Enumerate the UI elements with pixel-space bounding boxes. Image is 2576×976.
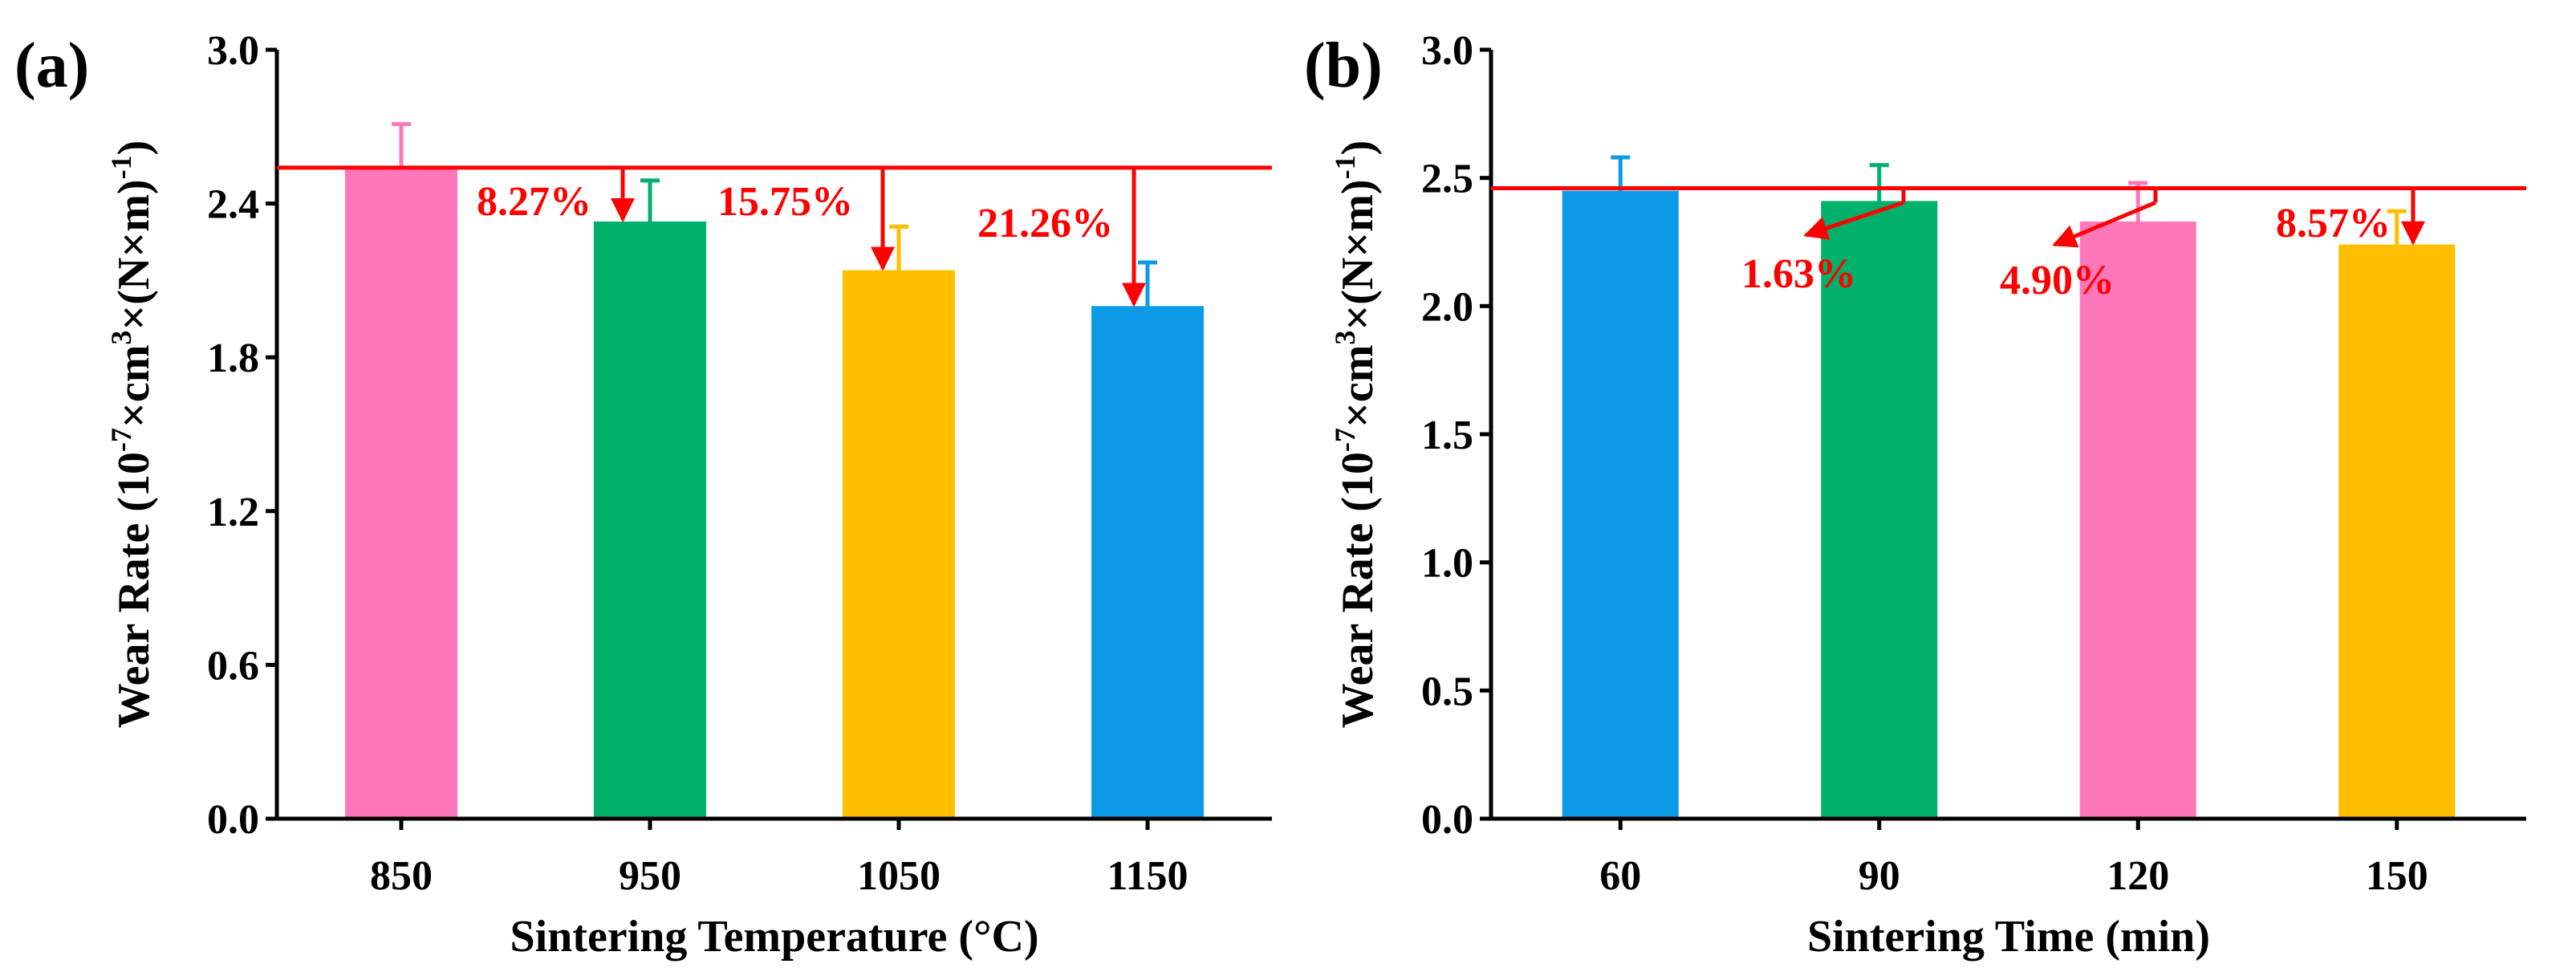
y-axis-title-superscript: -1 (105, 155, 137, 179)
y-axis-title-superscript: -7 (105, 428, 137, 452)
y-axis-title-superscript: 3 (1329, 331, 1361, 345)
y-axis-title-superscript: -7 (1329, 428, 1361, 452)
bar (1821, 201, 1938, 819)
bar (594, 221, 706, 819)
x-axis-title: Sintering Temperature (°C) (510, 912, 1038, 962)
reduction-percent-label: 15.75% (717, 179, 853, 225)
reduction-percent-label: 4.90% (2000, 258, 2115, 303)
x-tick-label: 1050 (857, 853, 941, 899)
x-tick-label: 90 (1859, 853, 1900, 899)
y-tick-label: 0.0 (207, 797, 259, 843)
y-tick-label: 2.5 (1421, 157, 1473, 202)
x-tick-label: 60 (1599, 853, 1641, 899)
bar (2338, 244, 2456, 819)
x-tick-label: 1150 (1107, 853, 1188, 899)
y-axis-title-part: ×(N×m) (109, 179, 159, 330)
reduction-percent-label: 21.26% (977, 201, 1113, 246)
x-tick-label: 150 (2366, 853, 2428, 899)
chart-panel-b: (b) 0.0 0.5 1.0 1.5 2.0 2.5 3.0 60 90 120 150 Sinter… (1304, 28, 2526, 962)
bar (345, 167, 457, 819)
bar (1091, 306, 1204, 819)
y-tick-label: 3.0 (1421, 28, 1473, 74)
y-axis-title-part: ) (109, 140, 159, 156)
y-tick-label: 3.0 (207, 28, 259, 74)
reduction-arrow (1803, 201, 1904, 240)
y-axis-title-part: ×cm (1333, 345, 1383, 428)
y-tick-label: 1.8 (207, 336, 259, 381)
y-axis-title: Wear Rate (10-7×cm3×(N×m)-1) (1329, 140, 1383, 729)
x-axis-title: Sintering Time (min) (1807, 912, 2210, 962)
reduction-percent-label: 1.63% (1741, 251, 1856, 297)
y-axis-title: Wear Rate (10-7×cm3×(N×m)-1) (105, 140, 159, 729)
y-tick-label: 0.6 (207, 643, 259, 689)
y-axis-title-superscript: 3 (105, 331, 137, 345)
panel-label: (a) (14, 31, 89, 101)
y-tick-label: 1.2 (207, 490, 259, 535)
y-tick-label: 1.0 (1421, 541, 1473, 587)
y-tick-label: 2.0 (1421, 284, 1473, 330)
reduction-arrow (2052, 201, 2156, 248)
y-axis-title-part: Wear Rate (10 (1333, 452, 1383, 728)
y-axis-title-part: ×cm (109, 345, 159, 428)
reduction-percent-label: 8.57% (2276, 201, 2391, 246)
bar (843, 270, 955, 819)
y-tick-label: 0.0 (1421, 797, 1473, 843)
y-axis-title-part: ) (1333, 140, 1383, 156)
y-tick-label: 2.4 (207, 182, 259, 228)
y-axis-title-superscript: -1 (1329, 155, 1361, 179)
reduction-percent-label: 8.27% (477, 179, 591, 225)
panel-label: (b) (1304, 31, 1383, 101)
y-tick-label: 0.5 (1421, 669, 1473, 714)
y-axis-title-part: Wear Rate (10 (109, 452, 159, 728)
y-tick-label: 1.5 (1421, 413, 1473, 458)
bar (2079, 221, 2196, 819)
x-tick-label: 120 (2107, 853, 2169, 899)
x-tick-label: 950 (619, 853, 681, 899)
x-tick-label: 850 (370, 853, 433, 899)
y-axis-title-part: ×(N×m) (1333, 179, 1383, 330)
chart-panel-a: (a) 0.0 0.6 1.2 1.8 2.4 3.0 850 950 1050 1150 Sinte… (14, 28, 1272, 962)
bar (1562, 190, 1679, 819)
